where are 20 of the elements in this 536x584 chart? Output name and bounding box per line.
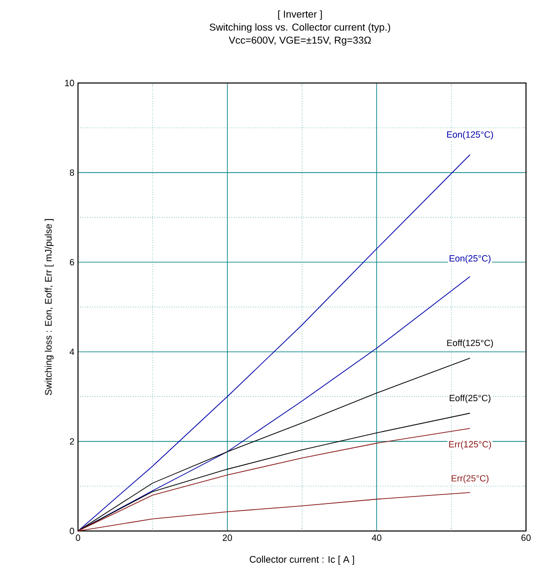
series-label: Eoff(25°C): [450, 394, 490, 403]
series-label: Err(125°C): [449, 440, 491, 450]
text: Eon(125°C): [447, 131, 493, 140]
y-tick-label: 0: [70, 528, 74, 534]
y-tick-label: 8: [70, 169, 74, 176]
y-tick-label: 10: [65, 80, 74, 86]
x-tick-label: 20: [222, 534, 232, 541]
y-axis-title: Switching loss : Eon, Eoff, Err [ mJ/pulse ]: [44, 219, 54, 396]
x-axis-title: Collector current : Ic [ A ]: [250, 556, 354, 565]
x-tick-label: 0: [76, 534, 80, 541]
y-tick-label: 6: [70, 259, 74, 266]
chart-title: [ Inverter ]: [278, 10, 322, 20]
y-tick-label: 4: [70, 348, 74, 355]
series-label: Err(25°C): [452, 474, 488, 484]
series-label: Eoff(125°C): [447, 339, 493, 348]
x-tick-label: 60: [521, 534, 531, 541]
series-label: Eon(25°C): [450, 254, 490, 264]
x-tick-label: 40: [372, 534, 382, 541]
y-tick-label: 2: [70, 438, 74, 445]
chart-subtitle: Switching loss vs. Collector current (typ.) Vcc=600V, VGE=±15V, Rg=33Ω: [210, 23, 390, 46]
